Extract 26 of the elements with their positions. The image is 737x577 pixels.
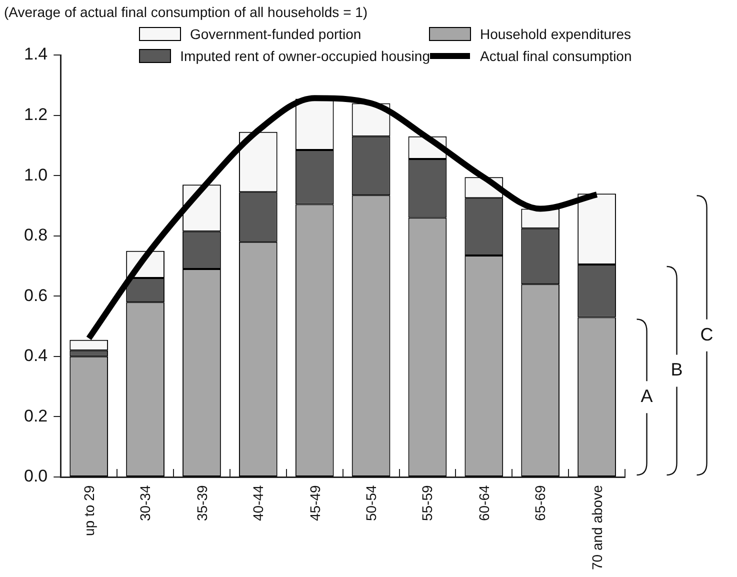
- text: C: [700, 324, 714, 344]
- x-tick-label: 55-59: [419, 485, 436, 521]
- y-tick-label: 0.2: [24, 406, 48, 426]
- x-tick-label: 35-39: [194, 485, 210, 521]
- y-tick-label: 0.6: [24, 286, 48, 305]
- x-tick-label: 60-64: [476, 485, 492, 521]
- x-tick-label: 40-44: [250, 485, 266, 521]
- y-tick-label: 0.0: [24, 466, 48, 486]
- x-tick-label: 65-69: [532, 485, 548, 521]
- y-axis-title: (Average of actual final consumption of all households = 1): [4, 4, 368, 20]
- legend-label: Household expenditures: [480, 26, 631, 42]
- legend-label: Actual final consumption: [480, 48, 632, 64]
- x-tick-label: 70 and above: [588, 485, 605, 570]
- y-tick-label: 1.0: [24, 165, 48, 184]
- y-tick-label: 0.4: [24, 346, 48, 366]
- x-tick-label: 30-34: [137, 485, 154, 521]
- text: B: [670, 360, 683, 380]
- x-tick-label: 50-54: [363, 485, 380, 521]
- text: A: [640, 386, 653, 406]
- y-tick-label: 1.2: [24, 104, 48, 124]
- legend-label: Imputed rent of owner-occupied housing: [180, 48, 430, 64]
- legend-label: Government-funded portion: [190, 26, 362, 42]
- x-tick-label: up to 29: [80, 485, 97, 536]
- y-tick-label: 1.4: [24, 44, 48, 64]
- y-tick-label: 0.8: [24, 226, 48, 245]
- x-tick-label: 45-49: [306, 485, 323, 521]
